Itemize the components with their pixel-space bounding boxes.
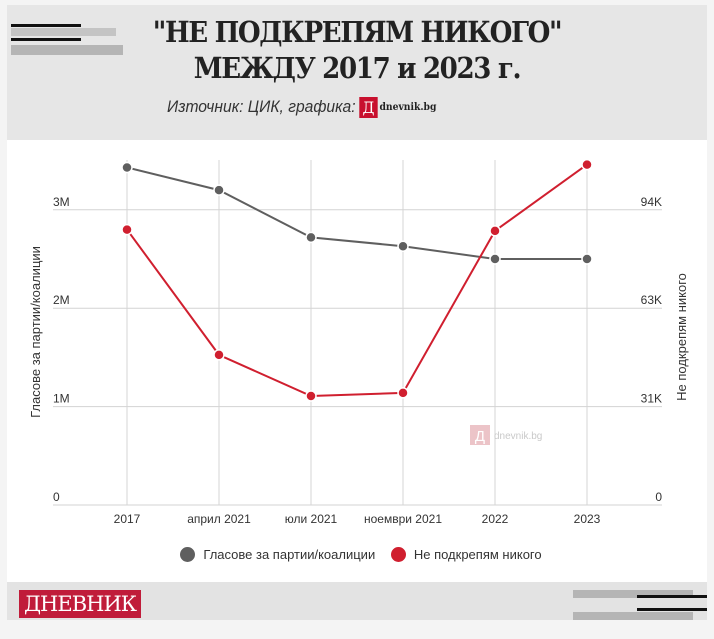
left-axis-label: Гласове за партии/коалиции [28,246,43,418]
data-point [397,387,409,399]
data-point [581,158,593,171]
left-tick-label: 2M [53,293,70,307]
left-tick-label: 0 [53,490,60,504]
x-tick-label: 2017 [114,512,141,526]
data-point [213,184,225,196]
dnevnik-logo-icon: Д [359,97,378,119]
title-line-2: МЕЖДУ 2017 и 2023 г. [193,51,522,85]
source-text: Източник: ЦИК, графика: [167,97,356,116]
data-point [305,231,317,244]
title-line-1: "НЕ ПОДКРЕПЯМ НИКОГО" [152,15,563,49]
decor-bar [11,28,116,36]
right-tick-label: 31K [641,392,662,406]
data-point [121,161,133,174]
watermark-text: dnevnik.bg [494,431,542,442]
data-point [489,253,501,265]
legend: Гласове за партии/коалиции Не подкрепям … [0,546,714,563]
decor-bar [11,24,81,27]
data-point [397,240,409,252]
x-tick-label: 2023 [574,512,601,526]
right-tick-label: 0 [655,490,662,504]
header: "НЕ ПОДКРЕПЯМ НИКОГО" МЕЖДУ 2017 и 2023 … [7,5,707,140]
data-point [305,390,317,402]
series-line-1 [126,163,588,398]
data-point [213,349,225,361]
x-tick-label: ноември 2021 [364,512,442,526]
legend-swatch-gray [180,547,196,563]
decor-bar [11,38,81,41]
legend-swatch-red [390,547,406,563]
footer: ДНЕВНИК [7,582,707,620]
data-point [581,253,593,265]
watermark-logo-icon [470,425,490,445]
source-logo-text: dnevnik.bg [379,102,437,114]
decor-bar [637,595,707,598]
x-tick-label: 2022 [482,512,509,526]
right-tick-label: 94K [641,195,662,209]
series-line-0 [126,166,587,260]
x-tick-label: юли 2021 [285,512,338,526]
right-axis-label: Не подкрепям никого [674,273,689,401]
legend-label-parties: Гласове за партии/коалиции [203,547,376,563]
decor-bar [11,45,123,55]
right-tick-label: 63K [641,293,662,307]
left-tick-label: 3M [53,195,70,209]
decor-bar [637,608,707,611]
watermark-letter: Д [475,428,485,445]
infographic-card: "НЕ ПОДКРЕПЯМ НИКОГО" МЕЖДУ 2017 и 2023 … [7,5,707,620]
data-point [121,223,133,236]
data-point [489,225,501,237]
x-tick-label: април 2021 [187,512,251,526]
decor-bar [573,612,693,620]
left-tick-label: 1M [53,392,70,406]
legend-label-none: Не подкрепям никого [413,547,542,563]
decor-bar [573,590,693,598]
brand-logo: ДНЕВНИК [19,590,141,618]
